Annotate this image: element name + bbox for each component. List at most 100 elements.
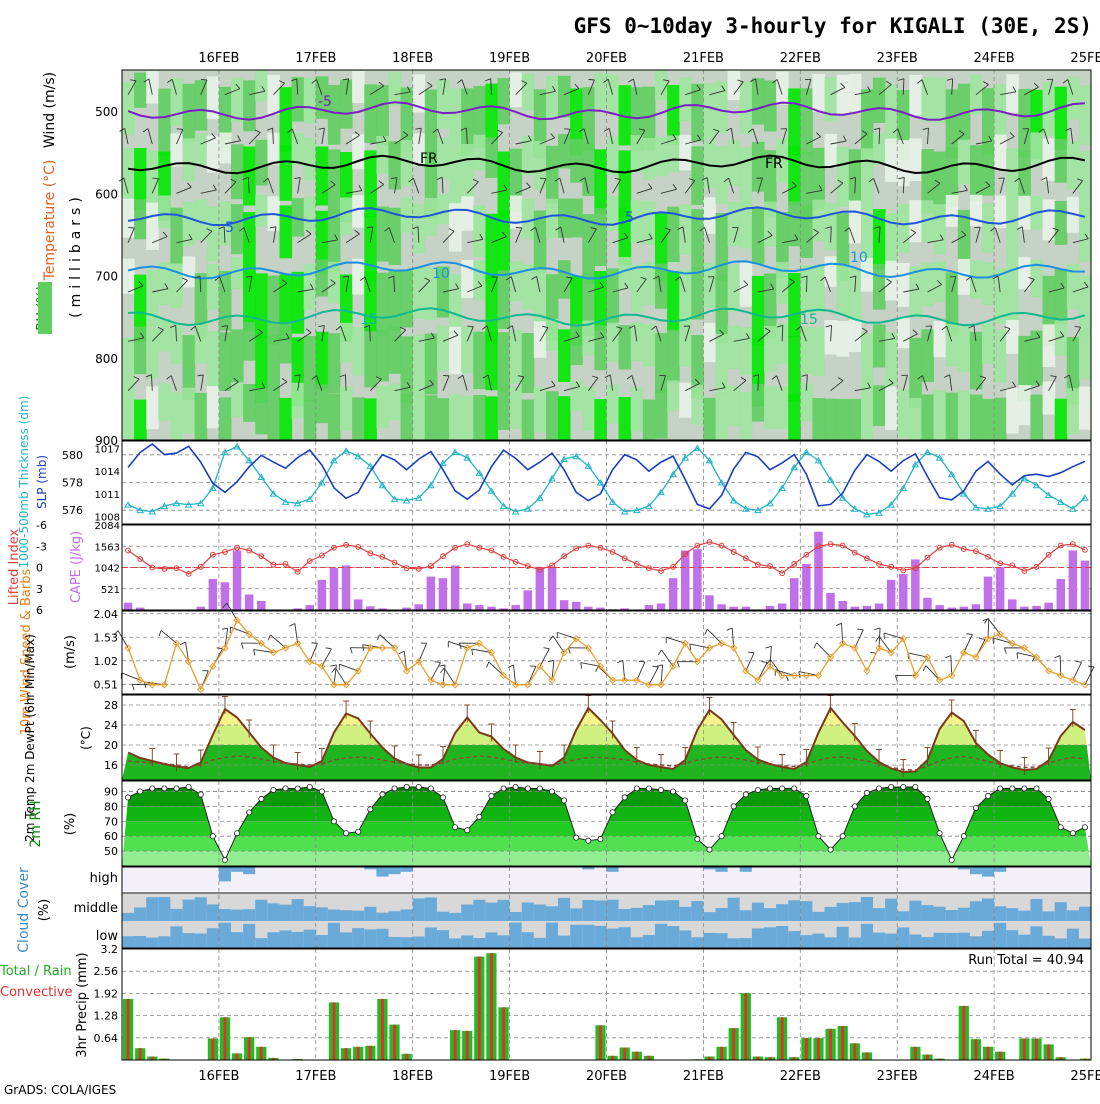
cloud-middle-bar [328, 910, 340, 922]
surface-wind-barb [118, 631, 128, 648]
cape-bar [705, 595, 714, 610]
rh-cell [740, 392, 753, 440]
rh-point [840, 834, 845, 839]
rh-cell [389, 208, 402, 265]
cloud-low-bar [946, 933, 958, 948]
rh-point [562, 798, 567, 803]
day-label-top: 25FEB [1070, 51, 1100, 66]
precip-convective-bar [405, 1054, 408, 1060]
precip-convective-bar [781, 1017, 784, 1060]
cape-bar [863, 606, 872, 610]
rh-cell [304, 78, 317, 124]
rh-tick-label: 50 [104, 845, 118, 858]
cloud-axis-label: Cloud Cover [16, 867, 32, 953]
surface-wind-barb [677, 662, 679, 668]
day-label-bottom: 20FEB [586, 1069, 627, 1084]
rh-point [283, 786, 288, 791]
rh-cell [170, 133, 183, 166]
run-total-label: Run Total = 40.94 [968, 953, 1084, 968]
surface-wind-barb [332, 668, 336, 673]
cloud-middle-bar [800, 901, 812, 921]
cape-bar [451, 566, 460, 611]
rh-cell [522, 400, 535, 441]
cloud-low-bar [982, 931, 994, 948]
rh-cell [788, 336, 801, 402]
cloud-low-bar [267, 932, 279, 948]
surface-wind-barb [707, 629, 721, 643]
rh-cell [546, 319, 559, 351]
cloud-low-bar [498, 935, 510, 948]
rh-cell [788, 146, 801, 205]
wind-tick-label: 1.02 [94, 655, 119, 668]
cloud-high-bar [231, 867, 243, 872]
cape-bar [657, 604, 666, 611]
rh-cell [352, 327, 365, 375]
precip-convective-bar [623, 1048, 626, 1061]
rh-cell [170, 323, 183, 364]
rh-cell [510, 386, 523, 429]
cloud-middle-bar [195, 897, 207, 921]
rh-cell [437, 138, 450, 180]
rh-cell [825, 134, 838, 168]
rh-point [162, 786, 167, 791]
day-label-top: 24FEB [974, 51, 1015, 66]
rh-cell [158, 195, 171, 228]
surface-wind-barb [979, 638, 985, 639]
rh-cell [389, 327, 402, 374]
rh-point [525, 786, 530, 791]
slp-tick-label: 1017 [95, 445, 120, 456]
rh-point [1034, 786, 1039, 791]
rh-unit-label: (%) [63, 813, 78, 836]
rh-point [210, 834, 215, 839]
rh-point [138, 789, 143, 794]
precip-convective-bar [369, 1046, 372, 1060]
rh-cell [958, 391, 971, 441]
rh-cell [570, 380, 583, 411]
rh-cell [1043, 382, 1056, 415]
temp-tick-label: 24 [104, 719, 118, 732]
cloud-low-bar [413, 937, 425, 949]
isotherm-label: 5 [625, 210, 634, 226]
rh-point [331, 819, 336, 824]
rh-cell [280, 145, 293, 201]
surface-wind-barb [690, 644, 691, 650]
rh-cell [885, 84, 898, 143]
rh-cell [788, 395, 801, 441]
cloud-low-bar [255, 938, 267, 948]
rh-cell [1030, 331, 1043, 386]
cloud-middle-bar [389, 911, 401, 921]
rh-cell [473, 395, 486, 440]
rh-cell [994, 330, 1007, 383]
rh-cell [207, 264, 220, 310]
cloud-high-bar [716, 867, 728, 872]
rh-cell [1018, 89, 1031, 157]
surface-wind-barb [530, 666, 536, 667]
rh-cell [352, 397, 365, 440]
surface-wind-barb [786, 676, 788, 682]
surface-wind-barb [399, 651, 404, 654]
rh-cell [619, 325, 632, 369]
rh-cell [328, 333, 341, 393]
cloud-middle-bar [1018, 911, 1030, 921]
cape-bar [306, 605, 315, 610]
rh-cell [703, 398, 716, 440]
rh-cell [437, 326, 450, 371]
surface-wind-barb [761, 662, 767, 663]
cloud-middle-bar [437, 912, 449, 921]
cape-bar [330, 568, 339, 610]
rh-cell [413, 394, 426, 440]
surface-wind-barb [1017, 653, 1018, 659]
rh-cell [643, 400, 656, 441]
cloud-low-bar [352, 928, 364, 948]
cloud-middle-bar [267, 903, 279, 921]
credit-label: GrADS: COLA/IGES [4, 1083, 116, 1097]
rh-cell [267, 335, 280, 399]
rh-cell [183, 257, 196, 288]
rh-cell [389, 384, 402, 421]
thickness-tick-label: 576 [62, 504, 83, 517]
cloud-middle-bar [1043, 911, 1055, 921]
rh-point [222, 857, 227, 862]
rh-point [1046, 796, 1051, 801]
rh-cell [837, 147, 850, 207]
